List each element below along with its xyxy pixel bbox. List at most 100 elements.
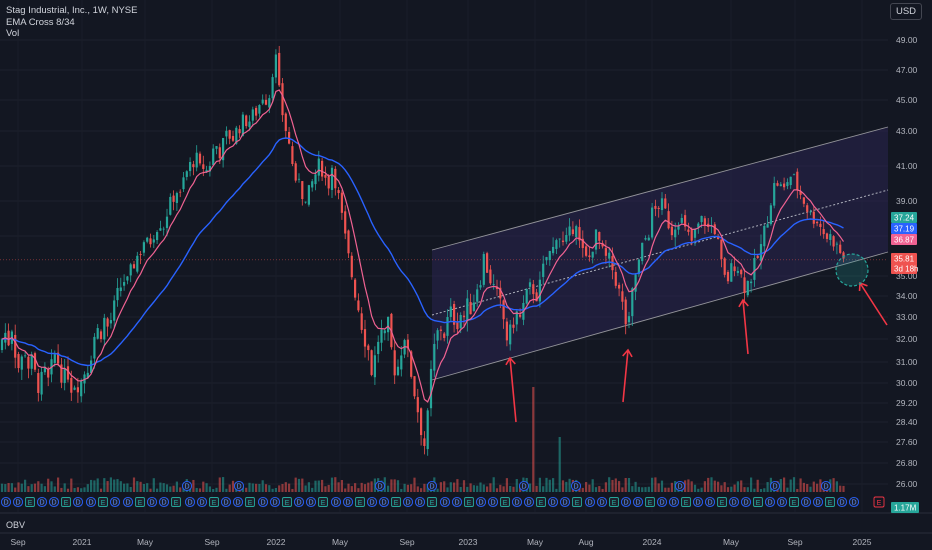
volume-bar — [684, 480, 687, 492]
volume-bar — [472, 485, 475, 492]
dividend-marker-text: D — [51, 500, 56, 507]
candle-body — [393, 350, 396, 376]
dividend-marker-text: D — [296, 500, 301, 507]
volume-bar — [486, 486, 489, 492]
volume-bar — [647, 486, 650, 492]
candle-body — [136, 255, 139, 272]
annotation-arrow — [742, 299, 749, 355]
x-tick-label: May — [332, 537, 349, 547]
volume-bar — [17, 482, 20, 492]
dividend-marker — [547, 496, 559, 508]
dividend-marker-text: D — [823, 484, 828, 491]
earnings-marker-text: E — [612, 500, 617, 507]
volume-bar — [552, 478, 555, 492]
dividend-marker — [800, 496, 812, 508]
candle-body — [321, 160, 324, 177]
candle-body — [271, 77, 274, 99]
volume-bar — [99, 488, 103, 492]
dividend-marker-text: D — [707, 500, 712, 507]
dividend-marker — [342, 496, 354, 508]
dividend-marker — [668, 496, 680, 508]
volume-bar — [284, 482, 287, 492]
candle-body — [680, 217, 683, 223]
volume-bar — [717, 481, 720, 492]
y-tick-label: 43.00 — [896, 126, 918, 136]
dividend-marker — [378, 496, 390, 508]
candle-body — [651, 207, 654, 238]
volume-bar — [707, 477, 710, 492]
earnings-marker-text: E — [756, 500, 761, 507]
volume-bar — [654, 477, 657, 492]
volume-bar — [393, 479, 396, 492]
dividend-marker-text: D — [779, 500, 784, 507]
volume-bar — [274, 487, 277, 492]
candle-body — [677, 225, 680, 230]
ema-34-line — [1, 137, 844, 367]
volume-bar — [324, 486, 327, 492]
volume-bar — [24, 479, 27, 492]
volume-bar — [756, 479, 759, 492]
candle-body — [568, 226, 571, 236]
y-tick-label: 35.00 — [896, 271, 918, 281]
candle-body — [469, 302, 472, 315]
candle-body — [146, 237, 149, 242]
dividend-marker-text: D — [429, 484, 434, 491]
volume-bar — [835, 481, 838, 492]
earnings-marker — [98, 497, 108, 507]
dividend-marker — [196, 496, 208, 508]
candle-body — [552, 246, 555, 254]
candle-body — [644, 238, 647, 240]
volume-bar — [730, 486, 733, 492]
dividend-marker — [293, 496, 305, 508]
x-tick-label: Sep — [204, 537, 219, 547]
volume-bar — [360, 482, 363, 492]
volume-bar — [492, 477, 495, 492]
volume-bar — [700, 487, 703, 492]
x-tick-label: 2021 — [73, 537, 92, 547]
candle-body — [383, 330, 386, 334]
volume-bar — [664, 487, 667, 492]
candle-body — [585, 246, 588, 256]
earnings-marker-text: E — [358, 500, 363, 507]
volume-bar — [93, 480, 96, 492]
dividend-marker — [475, 496, 487, 508]
price-axis-panel — [890, 0, 932, 550]
candle-body — [129, 264, 132, 276]
volume-bar — [489, 483, 492, 492]
symbol-title[interactable]: Stag Industrial, Inc., 1W, NYSE — [6, 5, 138, 16]
candle-body — [175, 193, 178, 203]
indicator-ema-cross[interactable]: EMA Cross 8/34 — [6, 16, 75, 28]
volume-bar — [370, 481, 373, 492]
volume-bar — [10, 483, 13, 492]
volume-bar — [80, 488, 83, 492]
volume-bar — [413, 477, 416, 492]
currency-button[interactable]: USD — [890, 3, 922, 20]
candle-body — [604, 248, 607, 256]
volume-bar — [156, 488, 159, 492]
volume-bar — [73, 488, 76, 492]
candle-body — [152, 239, 155, 243]
candle-body — [614, 271, 617, 286]
candle-body — [169, 196, 172, 215]
candle-body — [703, 218, 706, 226]
volume-bar — [535, 485, 538, 492]
volume-bar — [687, 479, 690, 492]
candle-body — [297, 178, 301, 180]
candle-body — [825, 233, 829, 239]
volume-bar — [462, 480, 466, 492]
dividend-marker — [232, 496, 244, 508]
candle-body — [456, 322, 459, 330]
volume-bar — [779, 478, 782, 492]
candle-body — [528, 282, 532, 287]
volume-bar — [195, 487, 198, 492]
volume-bar — [40, 483, 43, 492]
earnings-marker — [500, 497, 510, 507]
volume-bar — [304, 485, 307, 492]
candle-body — [601, 243, 604, 247]
x-tick-label: May — [723, 537, 740, 547]
indicator-volume[interactable]: Vol — [6, 28, 20, 39]
volume-bar — [327, 484, 330, 492]
candle-body — [693, 229, 697, 238]
dividend-marker-text: D — [767, 500, 772, 507]
